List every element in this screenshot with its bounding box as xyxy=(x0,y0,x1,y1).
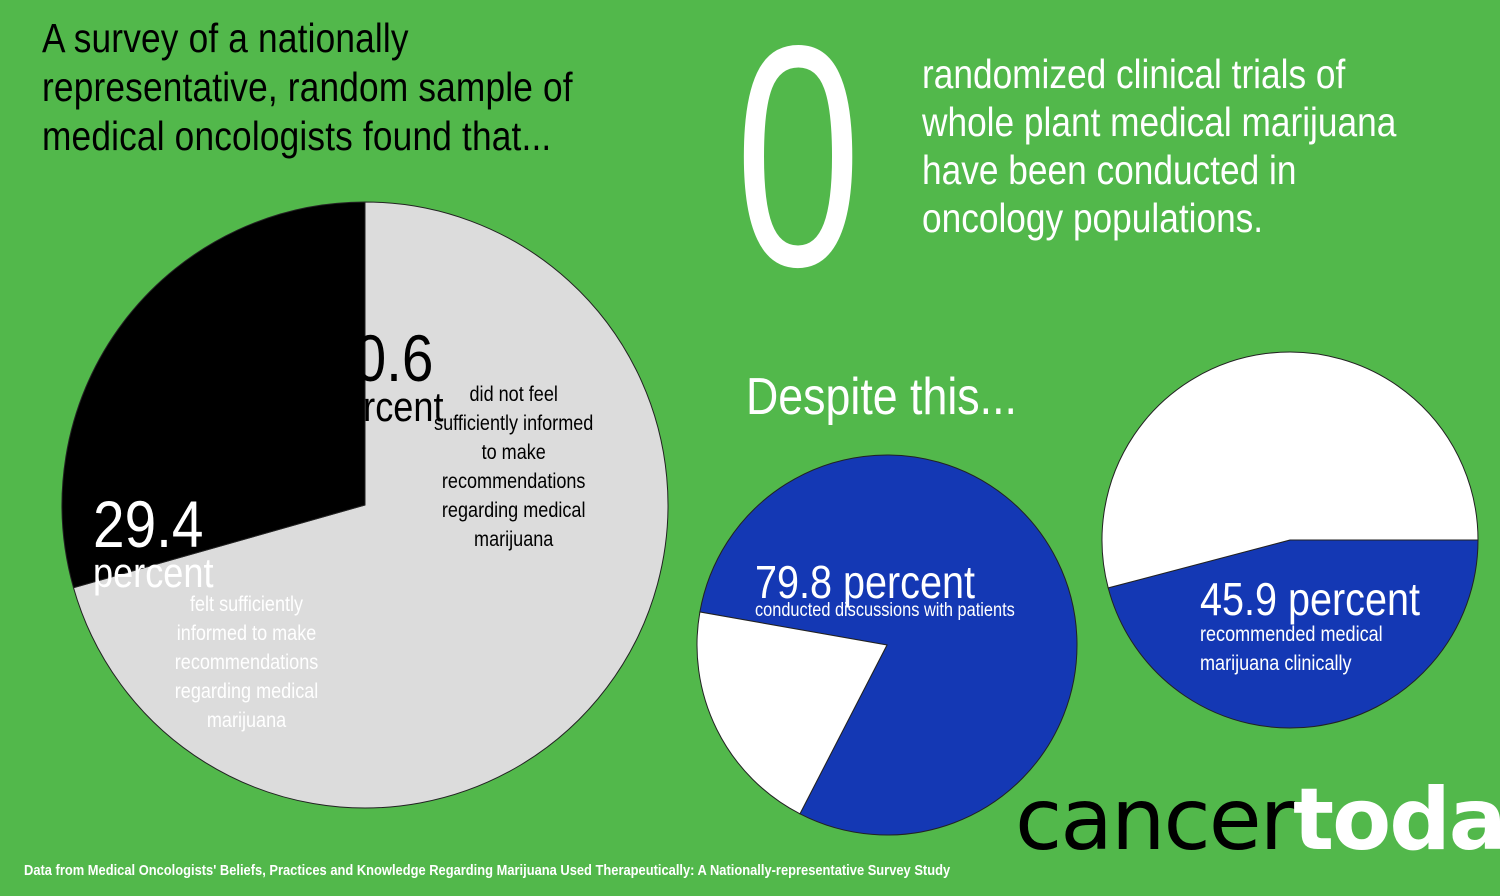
cancer-today-logo: cancertoday xyxy=(1015,770,1500,870)
pie-discussions-slice-yes xyxy=(699,454,1078,836)
logo-part-today: today xyxy=(1293,770,1500,870)
desc-not-informed: did not feel sufficiently informed to ma… xyxy=(434,383,594,551)
label-informed-number: 29.4 xyxy=(93,487,204,561)
zero-description: randomized clinical trials of whole plan… xyxy=(922,51,1397,241)
label-not-informed: 70.6 percent xyxy=(323,321,444,430)
pie-discussions-slice-no xyxy=(696,611,888,815)
despite-heading: Despite this... xyxy=(746,368,1017,426)
pie-recommended-slice-no xyxy=(1101,351,1479,589)
source-citation: Data from Medical Oncologists' Beliefs, … xyxy=(24,862,951,879)
desc-discussions: conducted discussions with patients xyxy=(755,600,1015,621)
label-recommended: 45.9 percent xyxy=(1200,573,1420,625)
label-discussions: 79.8 percent xyxy=(755,556,975,608)
pie-recommended xyxy=(1101,351,1479,729)
desc-informed: felt sufficiently informed to make recom… xyxy=(174,593,319,732)
pie-discussions xyxy=(696,454,1078,836)
label-not-informed-percent: percent xyxy=(323,383,444,430)
pie-informed xyxy=(61,201,669,809)
pie-recommended-slice-yes xyxy=(1107,539,1479,729)
pie-informed-slice-not-informed xyxy=(72,201,669,809)
logo-part-cancer: cancer xyxy=(1015,770,1295,870)
zero-number: 0 xyxy=(735,0,862,332)
label-informed: 29.4 percent xyxy=(93,487,214,596)
intro-heading: A survey of a nationally representative,… xyxy=(42,15,573,159)
label-not-informed-number: 70.6 xyxy=(323,321,434,395)
label-informed-percent: percent xyxy=(93,549,214,596)
desc-recommended: recommended medical marijuana clinically xyxy=(1200,623,1383,675)
pie-informed-slice-informed xyxy=(61,201,366,589)
